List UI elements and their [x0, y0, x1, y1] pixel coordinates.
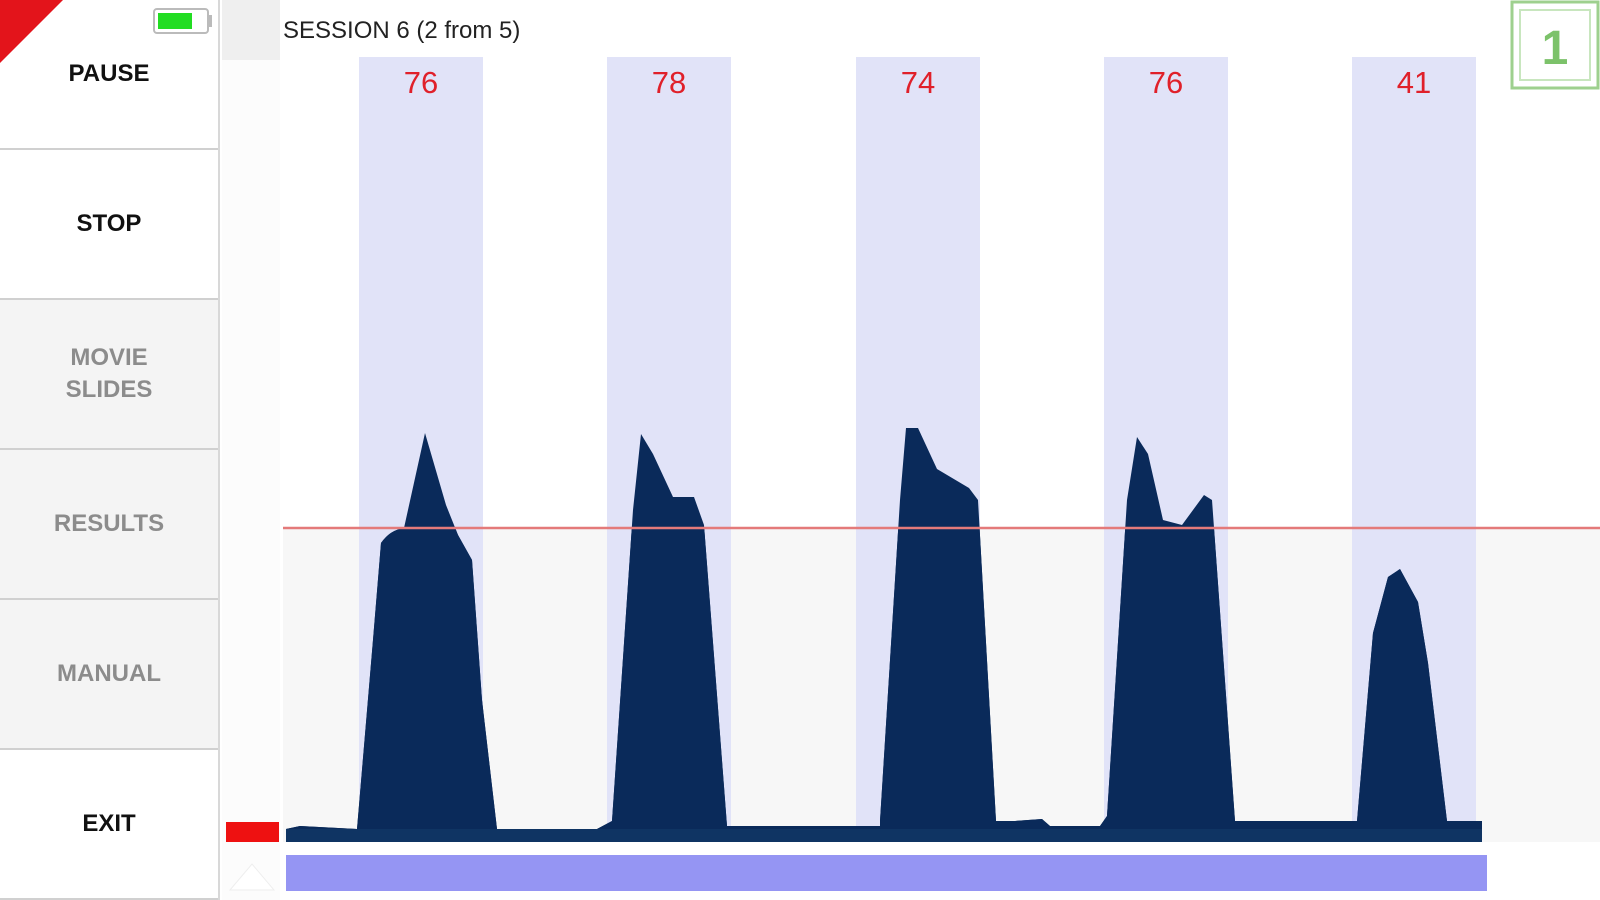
badge — [1510, 0, 1600, 90]
interval-band — [359, 57, 483, 842]
menu-button[interactable]: RESULTS — [0, 450, 218, 600]
button-label: STOP — [76, 210, 142, 237]
button-label: MANUAL — [57, 660, 161, 687]
interval-label: 74 — [901, 65, 935, 100]
interval-band — [607, 57, 731, 842]
interval-label: 41 — [1397, 65, 1431, 100]
scroll-arrow — [228, 863, 276, 891]
interval-band — [1104, 57, 1228, 842]
button-label: PAUSE — [68, 60, 150, 87]
below-threshold — [283, 528, 1600, 842]
waveform — [286, 428, 1482, 842]
progress-bar — [286, 855, 1487, 891]
interval-band — [1352, 57, 1476, 842]
badge-label: 1 — [1542, 22, 1569, 75]
baseline-band — [286, 829, 1482, 842]
menu-button[interactable]: PAUSE — [0, 0, 218, 150]
badge-inner — [1519, 9, 1591, 81]
menu-button[interactable]: STOP — [0, 150, 218, 300]
interval-band — [856, 57, 980, 842]
button-label: RESULTS — [53, 510, 165, 537]
session-title: SESSION 6 (2 from 5) — [283, 17, 520, 44]
strip-top — [222, 0, 280, 60]
sidebar: PAUSE STOP MOVIE SLIDES RESULTS MANUAL EXIT — [0, 0, 220, 900]
interval-label: 78 — [652, 65, 686, 100]
strip — [222, 60, 280, 900]
menu-button[interactable]: EXIT — [0, 750, 218, 900]
menu-button[interactable]: MANUAL — [0, 600, 218, 750]
interval-label: 76 — [404, 65, 438, 100]
level-indicator — [226, 822, 279, 842]
button-label: MOVIE — [70, 344, 148, 371]
button-label: EXIT — [82, 810, 136, 837]
waveform-below — [286, 528, 1482, 842]
interval-label: 76 — [1149, 65, 1183, 100]
menu-button[interactable]: MOVIE SLIDES — [0, 300, 218, 450]
button-label: SLIDES — [65, 376, 153, 403]
